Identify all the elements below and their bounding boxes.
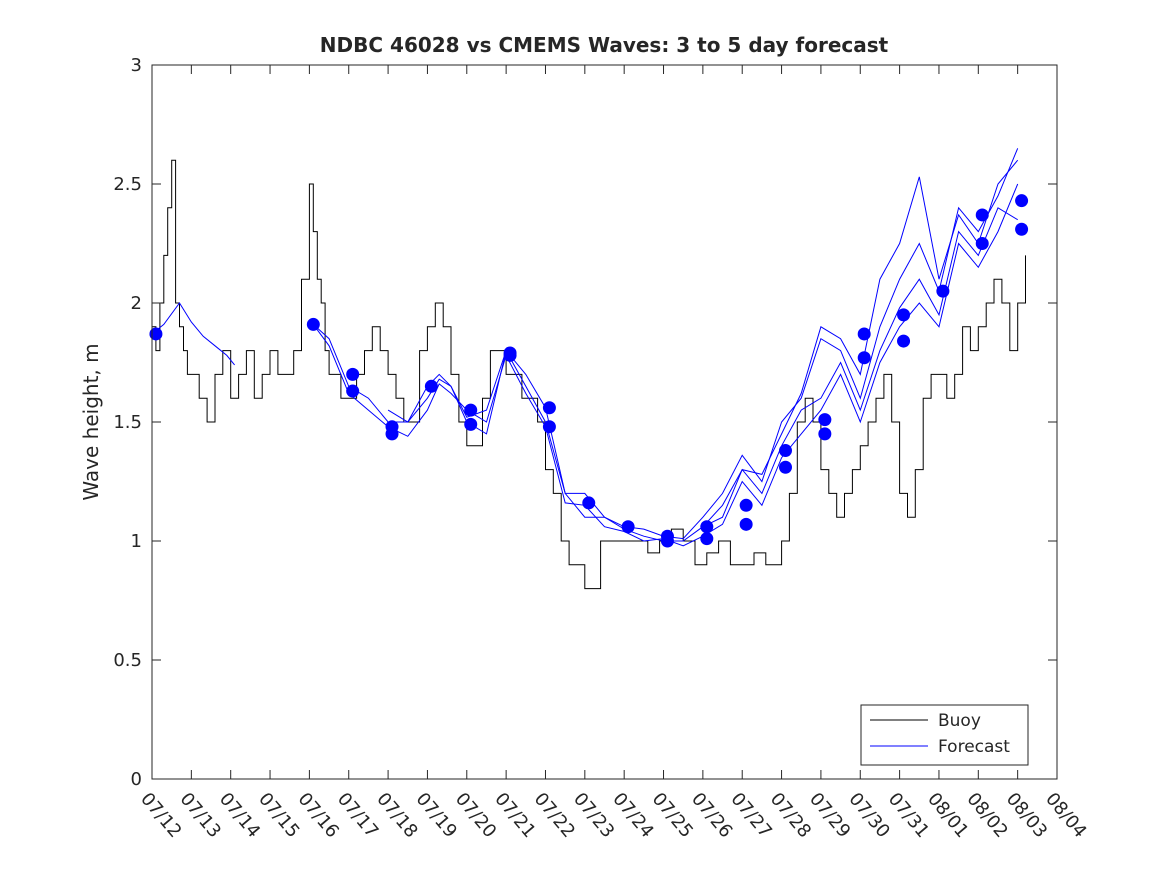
forecast-marker bbox=[818, 427, 832, 441]
forecast-marker bbox=[700, 520, 714, 534]
y-tick-label: 0.5 bbox=[113, 650, 142, 671]
y-tick-label: 0 bbox=[131, 769, 142, 790]
forecast-marker bbox=[936, 284, 950, 298]
legend-label-forecast: Forecast bbox=[938, 737, 1010, 757]
series-layer bbox=[151, 148, 1026, 590]
forecast-marker bbox=[582, 496, 596, 510]
forecast-marker bbox=[346, 367, 360, 381]
forecast-marker bbox=[975, 237, 989, 250]
forecast-marker bbox=[464, 403, 478, 417]
forecast-marker bbox=[818, 413, 832, 427]
y-tick-label: 1.5 bbox=[113, 412, 142, 433]
forecast-marker bbox=[897, 308, 911, 322]
forecast-marker bbox=[857, 327, 871, 341]
forecast-marker bbox=[779, 460, 792, 474]
y-tick-label: 2.5 bbox=[113, 174, 142, 195]
forecast-marker bbox=[542, 401, 556, 415]
legend-box bbox=[860, 704, 1029, 766]
y-axis: 0 0.5 1 1.5 2 2.5 3 bbox=[113, 55, 1057, 790]
forecast-marker bbox=[503, 348, 517, 362]
forecast-marker bbox=[464, 417, 478, 431]
forecast-marker bbox=[700, 532, 714, 546]
forecast-line-3 bbox=[312, 183, 1019, 547]
forecast-line-5 bbox=[702, 159, 1019, 528]
legend-label-buoy: Buoy bbox=[938, 711, 981, 731]
forecast-marker bbox=[424, 379, 438, 393]
forecast-marker bbox=[739, 517, 753, 531]
forecast-marker bbox=[660, 534, 674, 548]
forecast-line-2 bbox=[312, 207, 1018, 542]
y-axis-label: Wave height, m bbox=[79, 343, 103, 500]
forecast-marker bbox=[857, 351, 871, 365]
forecast-marker bbox=[542, 420, 556, 434]
marker-layer bbox=[149, 194, 1029, 548]
forecast-line-4 bbox=[387, 148, 1019, 540]
forecast-marker bbox=[975, 208, 989, 222]
plot-area bbox=[152, 65, 1057, 779]
forecast-line-1 bbox=[151, 302, 235, 366]
legend: Buoy Forecast bbox=[860, 704, 1029, 766]
forecast-marker bbox=[621, 520, 635, 534]
y-tick-label: 3 bbox=[131, 55, 142, 76]
forecast-marker bbox=[385, 427, 399, 441]
forecast-marker bbox=[1015, 222, 1029, 236]
forecast-marker bbox=[739, 498, 753, 512]
forecast-marker bbox=[306, 317, 320, 331]
forecast-marker bbox=[897, 334, 911, 348]
buoy-line bbox=[152, 159, 1026, 590]
forecast-marker bbox=[1015, 194, 1029, 208]
chart-title: NDBC 46028 vs CMEMS Waves: 3 to 5 day fo… bbox=[320, 33, 889, 57]
forecast-marker bbox=[346, 384, 360, 398]
y-tick-label: 2 bbox=[131, 293, 142, 314]
forecast-marker bbox=[779, 444, 792, 458]
forecast-marker bbox=[149, 327, 163, 341]
y-tick-label: 1 bbox=[131, 531, 142, 552]
